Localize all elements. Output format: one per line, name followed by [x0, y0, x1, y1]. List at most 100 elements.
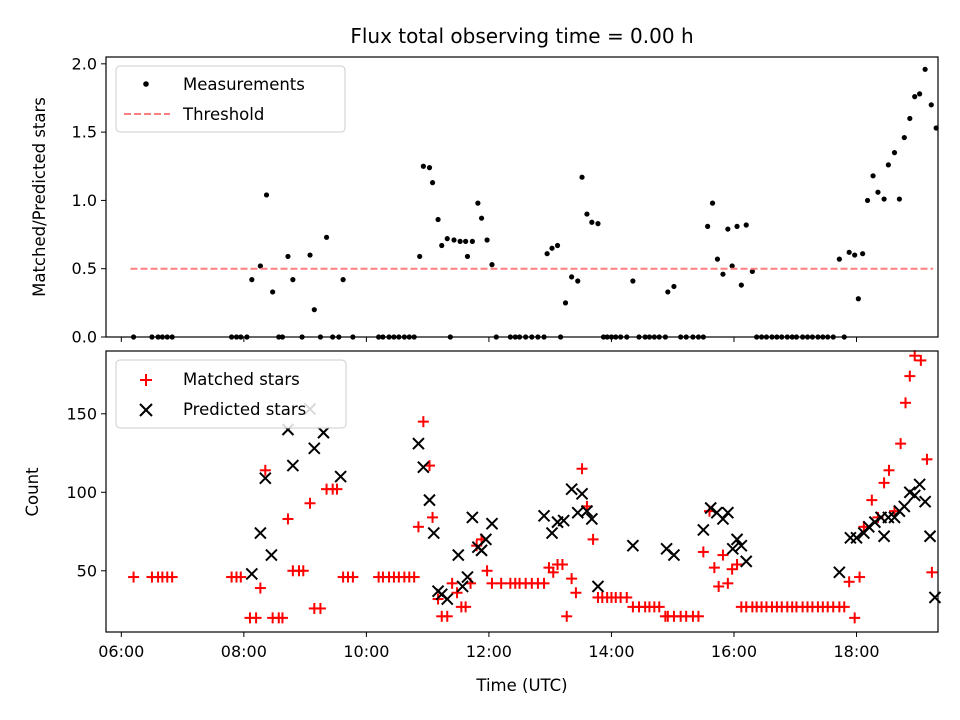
matched-star-point	[331, 483, 343, 495]
predicted-star-point	[928, 591, 942, 604]
measurement-point	[720, 271, 726, 277]
matched-star-point	[451, 587, 463, 599]
matched-star-point	[731, 558, 743, 570]
measurement-point	[928, 102, 934, 108]
predicted-star-point	[245, 567, 259, 581]
predicted-star-point	[254, 526, 267, 540]
predicted-star-point	[667, 548, 681, 562]
measurement-point	[435, 216, 441, 223]
measurement-point	[671, 283, 677, 290]
predicted-star-point	[475, 544, 488, 557]
predicted-star-point	[740, 555, 753, 568]
matched-star-point	[900, 397, 912, 409]
top-ticks: 0.0 0.5 1.0 1.5 2.0	[72, 54, 858, 347]
measurement-point	[738, 282, 744, 288]
measurement-point	[855, 296, 861, 302]
predicted-star-point	[923, 530, 937, 543]
measurement-point	[549, 245, 555, 251]
predicted-star-point	[913, 478, 926, 491]
legend-predicted-marker	[139, 403, 153, 417]
predicted-star-point	[721, 506, 735, 519]
chart-title: Flux total observing time = 0.00 h	[350, 24, 693, 48]
x-tick-label: 06:00	[98, 642, 144, 661]
measurement-point	[875, 189, 881, 195]
predicted-star-point	[412, 437, 425, 450]
matched-star-point	[566, 573, 578, 585]
predicted-star-point	[580, 504, 594, 518]
measurement-point	[439, 242, 445, 249]
predicted-star-point	[833, 566, 846, 579]
legend-predicted-label: Predicted stars	[183, 400, 306, 419]
y-tick-label: 0.0	[72, 328, 97, 347]
measurement-point	[589, 219, 595, 225]
matched-star-point	[556, 558, 568, 570]
matched-star-point	[570, 587, 582, 599]
predicted-star-point	[466, 511, 479, 524]
matched-star-point	[481, 565, 493, 577]
measurement-point	[417, 253, 423, 260]
measurement-point	[584, 211, 590, 217]
measurement-point	[891, 150, 898, 156]
matched-star-point	[878, 477, 890, 489]
measurement-point	[709, 200, 716, 206]
matched-star-point	[547, 566, 559, 578]
matched-star-point	[314, 602, 326, 614]
predicted-star-point	[735, 539, 748, 552]
matched-star-point	[561, 610, 573, 622]
predicted-star-point	[726, 542, 739, 556]
y-tick-label: 1.5	[72, 123, 97, 142]
measurement-point	[864, 197, 871, 204]
legend-measurements-marker	[143, 81, 149, 87]
matched-star-point	[254, 582, 266, 594]
matched-star-point	[621, 591, 633, 603]
x-tick-label: 12:00	[466, 642, 512, 661]
measurement-point	[870, 173, 876, 179]
x-tick-label: 14:00	[588, 642, 634, 661]
matched-star-point	[653, 601, 665, 613]
measurement-point	[901, 134, 907, 141]
predicted-star-point	[730, 533, 744, 546]
measurement-point	[896, 196, 903, 202]
predicted-star-point	[697, 523, 710, 537]
measurement-point	[569, 274, 575, 280]
measurement-point	[665, 289, 671, 295]
bottom-legend: Matched stars Predicted stars	[115, 359, 347, 429]
measurement-point	[469, 238, 475, 244]
measurement-point	[846, 249, 852, 255]
top-y-axis-label: Matched/Predicted stars	[30, 97, 49, 297]
predicted-star-point	[334, 470, 347, 483]
measurement-point	[463, 238, 469, 244]
measurement-point	[630, 278, 636, 284]
predicted-star-point	[565, 482, 578, 496]
measurement-point	[595, 221, 601, 227]
legend-measurements-label: Measurements	[183, 75, 305, 94]
measurement-point	[311, 307, 317, 313]
measurement-point	[907, 115, 913, 122]
bottom-y-axis-label: Count	[23, 467, 42, 517]
top-legend-box	[115, 65, 346, 133]
measurement-point	[307, 252, 313, 258]
matched-star-point	[347, 571, 359, 583]
measurement-point	[257, 263, 263, 269]
matched-star-point	[460, 601, 472, 613]
measurement-point	[729, 263, 735, 269]
matched-star-point	[587, 533, 599, 545]
measurement-point	[285, 253, 291, 260]
measurement-point	[323, 234, 330, 240]
measurement-point	[860, 251, 866, 257]
predicted-star-point	[868, 515, 882, 529]
predicted-star-point	[918, 495, 932, 508]
measurement-point	[484, 237, 490, 243]
matched-star-point	[304, 497, 316, 509]
predicted-star-point	[461, 570, 474, 584]
predicted-star-point	[286, 459, 300, 472]
matched-star-point	[854, 571, 866, 583]
matched-star-point	[276, 612, 288, 624]
measurement-point	[917, 91, 923, 97]
bottom-axes-frame	[105, 350, 939, 633]
matched-star-point	[576, 463, 588, 475]
predicted-star-point	[456, 580, 469, 593]
y-tick-label: 1.0	[72, 191, 97, 210]
legend-matched-marker	[140, 374, 152, 386]
